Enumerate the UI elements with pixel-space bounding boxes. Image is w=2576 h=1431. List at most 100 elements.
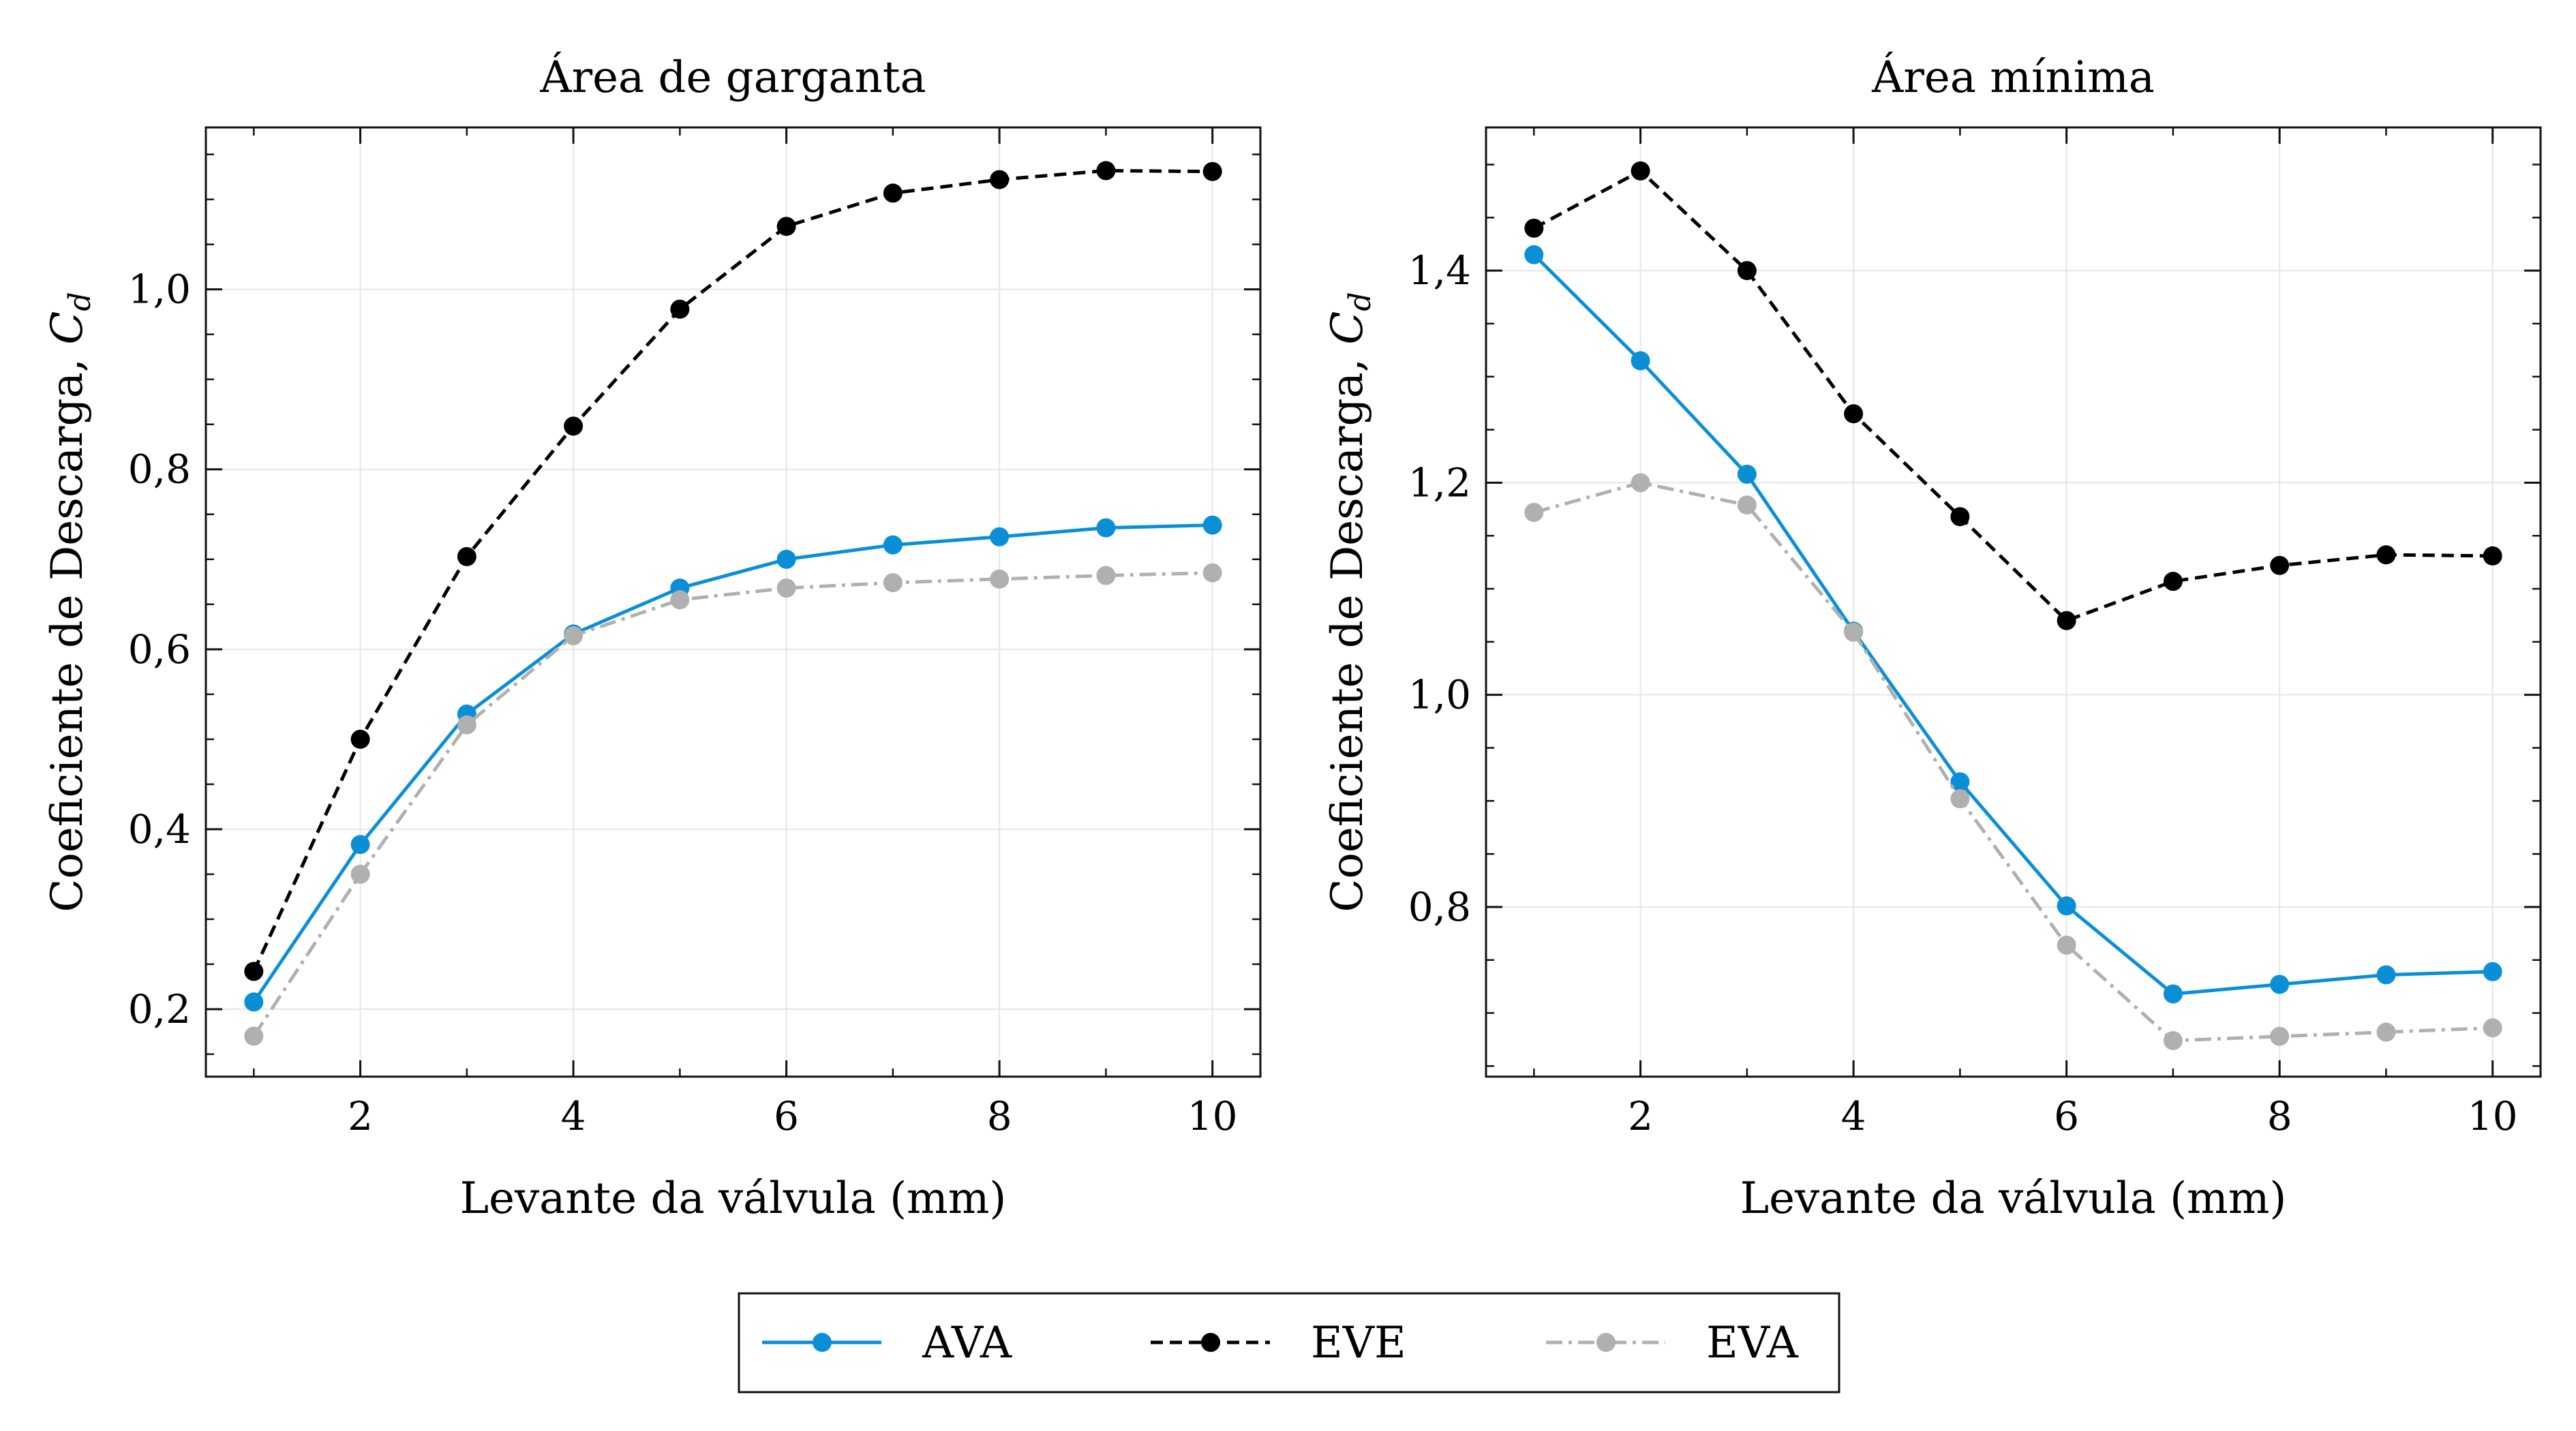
data-point-eve xyxy=(1631,161,1650,181)
data-point-eve xyxy=(244,961,264,981)
y-tick-label: 0,8 xyxy=(1408,884,1471,930)
data-point-eva xyxy=(1631,473,1650,493)
data-point-ava xyxy=(776,549,796,569)
legend-frame xyxy=(738,1292,1840,1394)
chart-title: Área mínima xyxy=(1871,52,2155,103)
legend-marker-eve xyxy=(1201,1333,1220,1352)
data-point-eva xyxy=(1950,789,1970,809)
data-point-eve xyxy=(2270,555,2290,575)
data-point-eve xyxy=(1950,507,1970,527)
x-tick-label: 2 xyxy=(1628,1093,1653,1139)
series-eva xyxy=(1524,473,2502,1051)
legend-label: EVE xyxy=(1311,1318,1406,1368)
data-point-eve xyxy=(564,416,584,436)
data-point-ava xyxy=(2163,984,2183,1004)
data-point-eva xyxy=(776,579,796,598)
series-eve xyxy=(1524,161,2502,630)
data-point-ava xyxy=(2270,974,2290,994)
legend-item-ava: AVA xyxy=(762,1318,1012,1368)
data-point-eva xyxy=(1202,563,1222,583)
series-eve xyxy=(244,161,1222,981)
y-tick-label: 1,4 xyxy=(1408,247,1471,294)
y-axis-label: Coeficiente de Descarga, Cd xyxy=(1322,292,1378,912)
x-tick-label: 6 xyxy=(774,1093,799,1139)
data-point-eve xyxy=(350,729,370,749)
data-point-ava xyxy=(1737,464,1757,484)
data-point-eva xyxy=(2376,1022,2396,1042)
data-point-eva xyxy=(244,1026,264,1046)
legend-item-eve: EVE xyxy=(1151,1318,1406,1368)
legend: AVA EVE EVA xyxy=(738,1292,1840,1394)
data-point-eva xyxy=(564,626,584,646)
legend-item-eva: EVA xyxy=(1546,1318,1799,1368)
data-point-ava xyxy=(1631,351,1650,371)
data-point-eve xyxy=(2376,545,2396,565)
data-point-eva xyxy=(2483,1018,2502,1038)
data-point-eve xyxy=(776,217,796,236)
x-axis-label: Levante da válvula (mm) xyxy=(1740,1173,2287,1224)
data-point-eve xyxy=(1524,218,1544,238)
data-point-eva xyxy=(670,590,690,610)
data-point-ava xyxy=(1524,245,1544,264)
data-point-eve xyxy=(2057,611,2076,630)
data-point-eve xyxy=(1844,404,1864,424)
chart-panel-2: 2 4 6 8 10 0,8 1,0 1,2 1,4 Área mínima Levante da … xyxy=(1322,52,2542,1224)
y-axis-label: Coeficiente de Descarga, Cd xyxy=(42,292,97,912)
data-point-eva xyxy=(1737,495,1757,515)
series-line-ava xyxy=(252,523,1213,1003)
data-point-eva xyxy=(350,864,370,884)
data-point-eve xyxy=(2483,546,2502,566)
chart-title: Área de garganta xyxy=(539,52,926,103)
data-point-eva xyxy=(2057,936,2076,955)
x-axis-label: Levante da válvula (mm) xyxy=(460,1173,1007,1224)
data-point-ava xyxy=(350,835,370,855)
data-point-eva xyxy=(883,573,903,593)
x-tick-label: 8 xyxy=(2267,1093,2292,1139)
series-ava xyxy=(244,515,1222,1012)
x-tick-label: 10 xyxy=(2468,1093,2518,1139)
y-tick-label: 1,2 xyxy=(1408,459,1471,506)
data-point-ava xyxy=(1202,515,1222,535)
data-point-eva xyxy=(1844,622,1864,642)
data-point-eva xyxy=(457,715,476,735)
data-point-ava xyxy=(2057,896,2076,916)
y-tick-label: 1,0 xyxy=(128,266,191,313)
series-line-eva xyxy=(1533,480,2493,1043)
data-point-ava xyxy=(2376,965,2396,985)
x-tick-label: 8 xyxy=(987,1093,1012,1139)
y-tick-label: 0,4 xyxy=(128,806,191,852)
data-point-ava xyxy=(1950,772,1970,792)
data-point-eve xyxy=(990,170,1010,189)
series-eva xyxy=(244,563,1222,1046)
data-point-eve xyxy=(1096,161,1116,181)
data-point-eve xyxy=(2163,572,2183,591)
x-tick-label: 10 xyxy=(1187,1093,1238,1139)
legend-marker-ava xyxy=(813,1333,832,1352)
data-point-eve xyxy=(457,547,476,566)
x-tick-label: 4 xyxy=(561,1093,586,1139)
data-point-ava xyxy=(1096,518,1116,538)
data-point-eve xyxy=(1202,161,1222,181)
data-point-eva xyxy=(990,569,1010,589)
y-tick-label: 0,6 xyxy=(128,626,191,673)
y-tick-label: 1,0 xyxy=(1408,672,1471,718)
y-tick-label: 0,2 xyxy=(128,986,191,1032)
data-point-eva xyxy=(2270,1026,2290,1046)
plot-frame xyxy=(1485,126,2542,1078)
data-point-eve xyxy=(670,299,690,319)
series-line-ava xyxy=(1532,253,2493,996)
series-line-eve xyxy=(252,168,1213,972)
series-line-eve xyxy=(1533,169,2493,623)
data-point-ava xyxy=(883,535,903,555)
legend-marker-eva xyxy=(1596,1333,1616,1352)
y-tick-label: 0,8 xyxy=(128,446,191,493)
series-line-eva xyxy=(252,571,1213,1037)
data-point-eva xyxy=(1524,502,1544,522)
x-tick-label: 4 xyxy=(1841,1093,1866,1139)
legend-label: AVA xyxy=(922,1318,1012,1368)
x-tick-label: 6 xyxy=(2054,1093,2079,1139)
data-point-eva xyxy=(2163,1031,2183,1051)
data-point-ava xyxy=(990,527,1010,547)
chart-panel-1: 2 4 6 8 10 0,2 0,4 0,6 0,8 1,0 Área de garganta Lev… xyxy=(42,52,1262,1224)
